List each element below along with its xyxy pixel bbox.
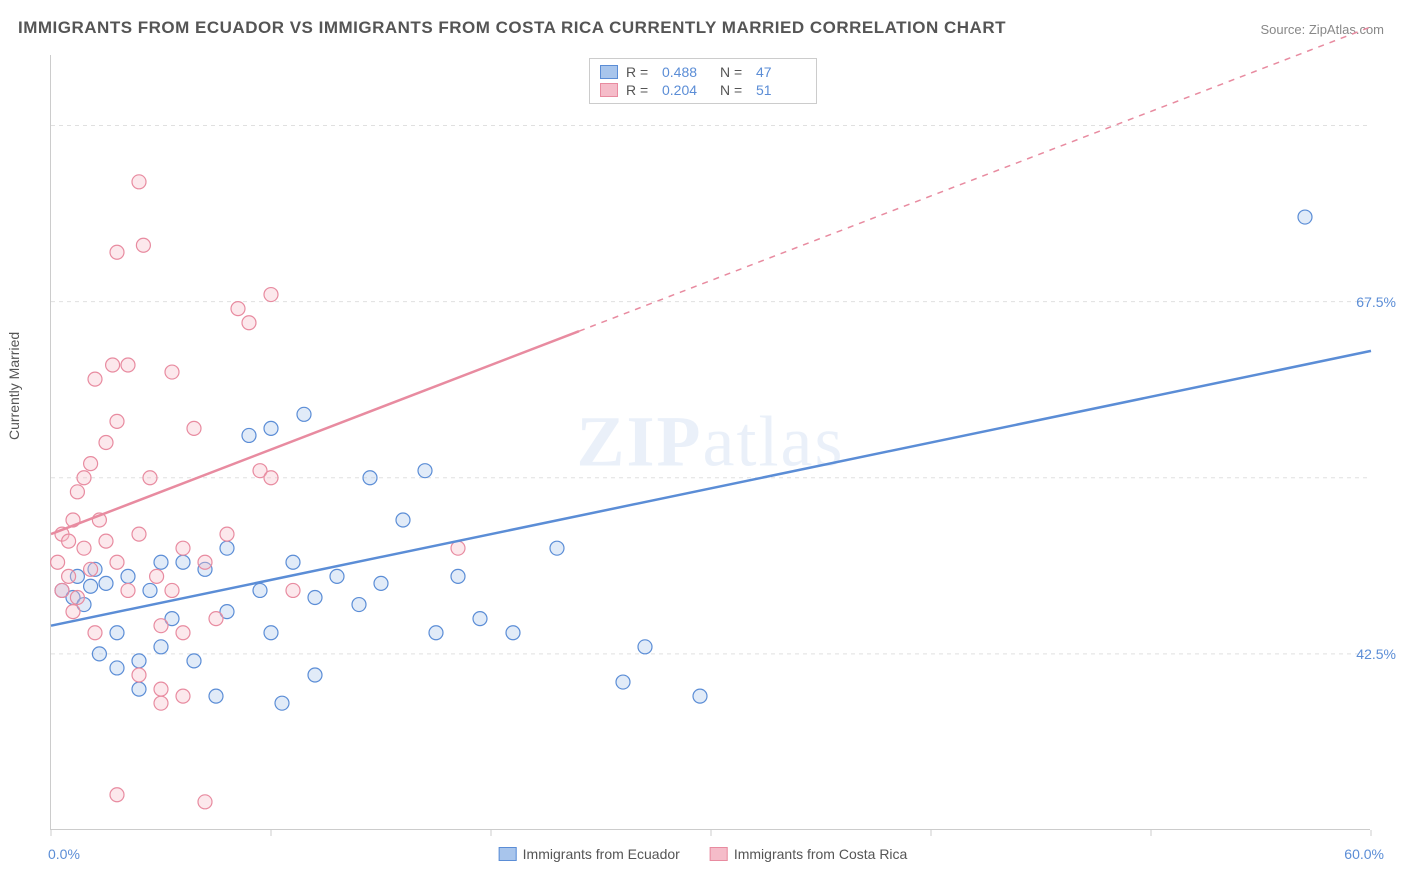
legend-swatch [710,847,728,861]
legend-swatch [600,65,618,79]
legend-r-value: 0.488 [662,64,712,80]
y-tick-label: 42.5% [1356,646,1396,662]
plot-area: ZIPatlas [50,55,1370,830]
legend-r-label: R = [626,82,654,98]
legend-series-name: Immigrants from Costa Rica [734,846,907,862]
x-tick-label-end: 60.0% [1344,846,1384,862]
legend-item: Immigrants from Ecuador [499,846,680,862]
legend-n-value: 47 [756,64,806,80]
y-tick-label: 67.5% [1356,294,1396,310]
legend-row: R = 0.204 N = 51 [600,81,806,99]
correlation-legend: R = 0.488 N = 47 R = 0.204 N = 51 [589,58,817,104]
legend-n-label: N = [720,64,748,80]
legend-swatch [600,83,618,97]
legend-n-value: 51 [756,82,806,98]
y-axis-label: Currently Married [6,332,22,440]
legend-r-value: 0.204 [662,82,712,98]
x-tick-label-start: 0.0% [48,846,80,862]
chart-title: IMMIGRANTS FROM ECUADOR VS IMMIGRANTS FR… [18,18,1006,38]
chart-svg [51,55,1370,829]
legend-item: Immigrants from Costa Rica [710,846,907,862]
legend-n-label: N = [720,82,748,98]
legend-series-name: Immigrants from Ecuador [523,846,680,862]
legend-swatch [499,847,517,861]
legend-r-label: R = [626,64,654,80]
series-legend: Immigrants from Ecuador Immigrants from C… [499,846,908,862]
legend-row: R = 0.488 N = 47 [600,63,806,81]
